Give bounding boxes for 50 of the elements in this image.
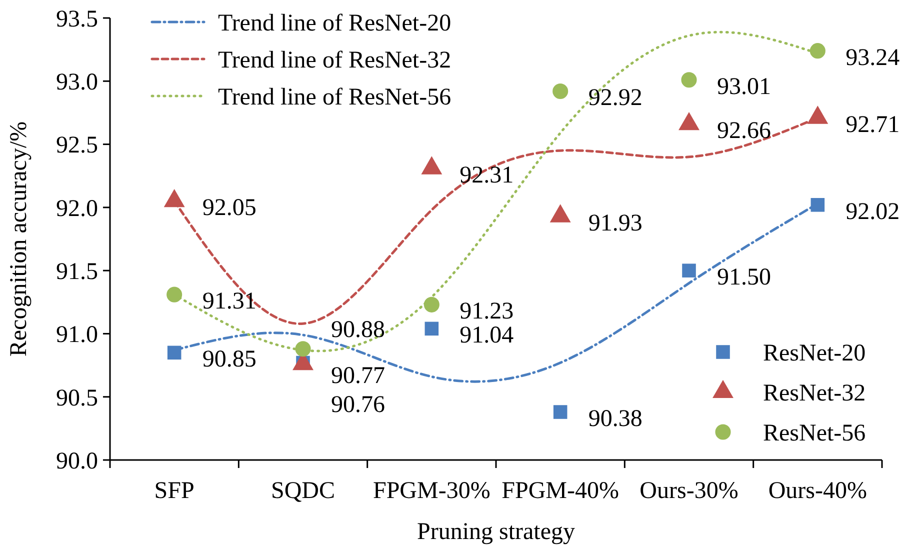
y-tick-label: 93.0: [56, 70, 98, 96]
data-label: 91.04: [460, 322, 514, 349]
legend-label: Trend line of ResNet-56: [218, 84, 452, 110]
point: [810, 198, 825, 212]
x-tick-label: FPGM-40%: [502, 478, 620, 504]
point: [295, 341, 311, 357]
x-tick-label: Ours-30%: [640, 478, 738, 504]
point: [553, 405, 568, 419]
point: [166, 286, 182, 302]
data-label: 92.05: [202, 195, 256, 222]
point: [552, 83, 568, 100]
data-label: 90.88: [331, 316, 385, 343]
data-label: 90.38: [588, 406, 642, 432]
legend-label: Trend line of ResNet-20: [218, 10, 452, 36]
point: [810, 43, 826, 59]
y-axis-title: Recognition accuracy/%: [6, 121, 32, 357]
legend-label: ResNet-20: [763, 340, 866, 366]
data-label: 92.71: [846, 112, 900, 138]
point: [167, 346, 182, 360]
legend-label: ResNet-56: [763, 420, 866, 446]
y-tick-label: 90.0: [56, 448, 98, 474]
legend-label: Trend line of ResNet-32: [218, 47, 452, 74]
data-label: 93.01: [717, 74, 771, 100]
data-label: 90.85: [202, 346, 256, 373]
y-tick-label: 93.5: [56, 6, 98, 32]
x-tick-label: SQDC: [270, 478, 336, 504]
x-axis-title: Pruning strategy: [417, 519, 575, 545]
point: [681, 72, 697, 88]
data-label: 90.77: [331, 362, 385, 389]
x-tick-label: Ours-40%: [768, 478, 867, 504]
data-label: 93.24: [846, 44, 900, 71]
y-tick-label: 92.0: [56, 196, 98, 222]
x-tick-label: SFP: [154, 478, 194, 504]
data-label: 91.23: [460, 298, 514, 325]
y-tick-label: 90.5: [56, 385, 98, 412]
point: [682, 264, 696, 278]
point: [424, 322, 439, 336]
point: [424, 296, 440, 312]
x-tick-label: FPGM-30%: [372, 478, 490, 504]
data-label: 92.92: [588, 85, 642, 112]
data-label: 91.31: [202, 288, 256, 315]
legend-label: ResNet-32: [763, 380, 866, 406]
data-label: 92.02: [846, 198, 900, 225]
data-label: 92.66: [717, 118, 771, 144]
y-tick-label: 91.0: [56, 322, 98, 348]
y-tick-label: 91.5: [56, 258, 98, 285]
y-tick-label: 92.5: [56, 132, 98, 159]
data-label: 90.76: [331, 392, 385, 418]
data-label: 91.93: [588, 210, 642, 236]
data-label: 91.50: [717, 264, 771, 291]
